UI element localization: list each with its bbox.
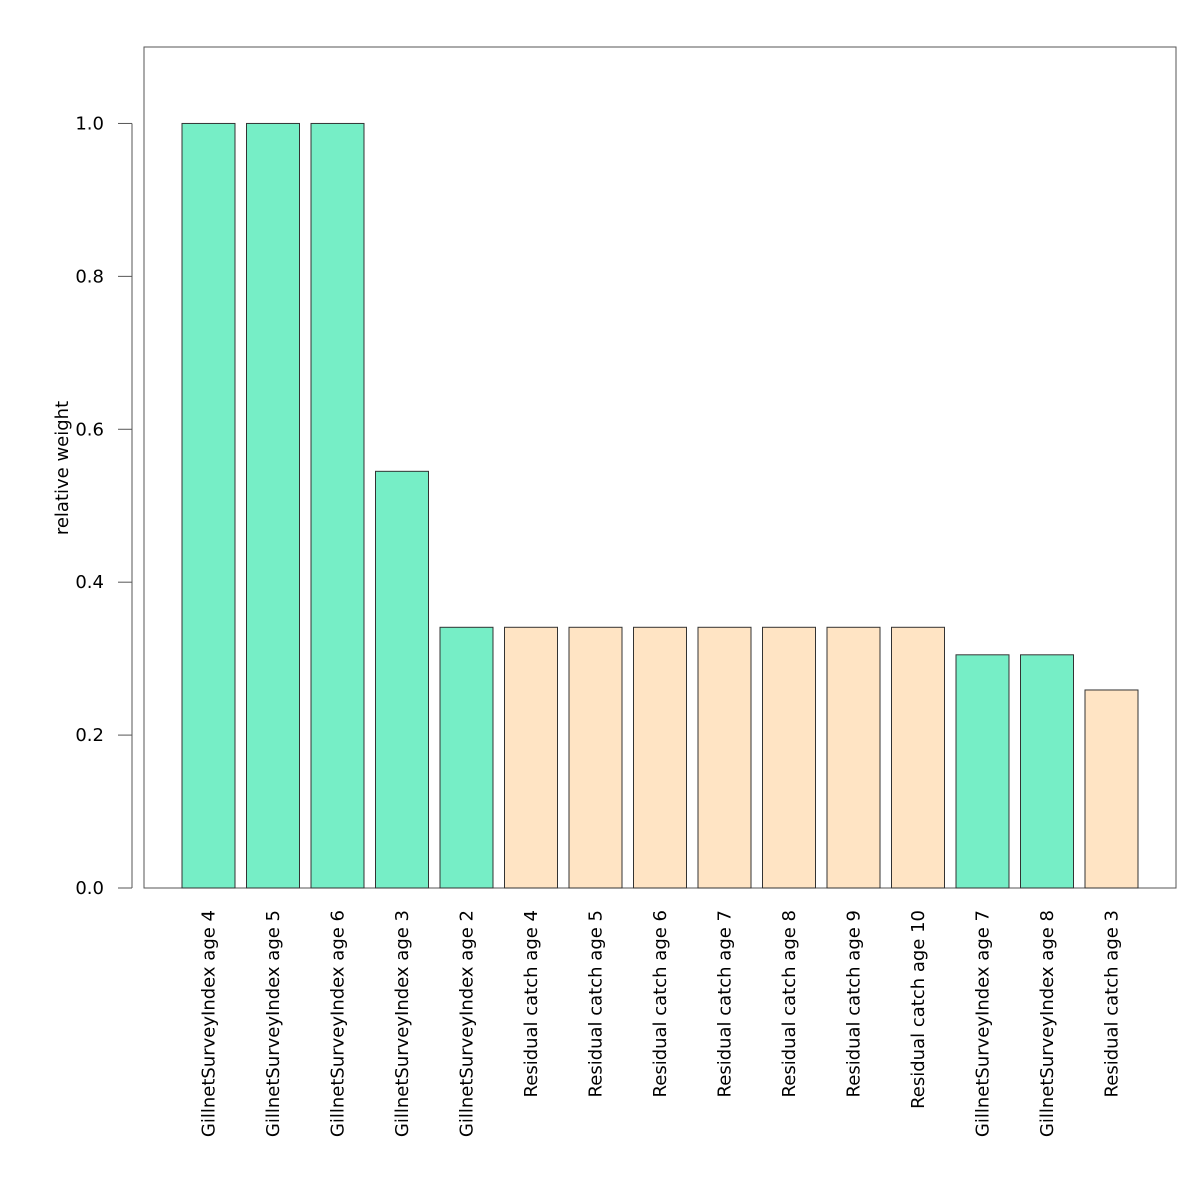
- x-category-label: GillnetSurveyIndex age 5: [263, 910, 284, 1137]
- x-category-label: GillnetSurveyIndex age 7: [973, 910, 994, 1137]
- bar: [310, 122, 365, 889]
- bar: [955, 654, 1010, 889]
- bar: [891, 626, 945, 889]
- bar: [246, 122, 300, 889]
- bar: [633, 626, 687, 889]
- y-tick-label: 0.2: [75, 725, 104, 746]
- bar: [375, 470, 429, 889]
- y-tick-label: 0.4: [75, 572, 104, 593]
- bar: [697, 626, 752, 889]
- y-axis: 0.0 0.2 0.4 0.6 0.8 1.0: [75, 113, 133, 899]
- bar: [181, 122, 236, 889]
- x-category-label: Residual catch age 7: [715, 910, 736, 1097]
- bar: [826, 626, 881, 889]
- x-category-label: GillnetSurveyIndex age 6: [328, 910, 349, 1137]
- bar: [568, 626, 623, 889]
- x-category-label: GillnetSurveyIndex age 8: [1037, 910, 1058, 1137]
- x-category-label: Residual catch age 8: [779, 910, 800, 1097]
- x-category-label: Residual catch age 10: [908, 910, 929, 1109]
- y-tick-label: 0.0: [75, 878, 104, 899]
- x-category-label: Residual catch age 4: [521, 910, 542, 1097]
- bars: [181, 122, 1139, 889]
- x-category-label: Residual catch age 9: [844, 910, 865, 1097]
- bar: [762, 626, 816, 889]
- x-category-label: Residual catch age 3: [1102, 910, 1123, 1097]
- bar: [1020, 654, 1074, 889]
- bar: [1084, 689, 1139, 889]
- y-tick-label: 0.6: [75, 419, 104, 440]
- x-axis-labels: GillnetSurveyIndex age 4 GillnetSurveyInd…: [199, 910, 1123, 1137]
- x-category-label: Residual catch age 6: [650, 910, 671, 1097]
- x-category-label: Residual catch age 5: [586, 910, 607, 1097]
- y-tick-label: 1.0: [75, 113, 104, 134]
- x-category-label: GillnetSurveyIndex age 2: [457, 910, 478, 1137]
- bar: [439, 626, 494, 889]
- y-axis-title: relative weight: [52, 401, 73, 535]
- bar: [504, 626, 558, 889]
- y-tick-label: 0.8: [75, 266, 104, 287]
- x-category-label: GillnetSurveyIndex age 4: [199, 910, 220, 1137]
- x-category-label: GillnetSurveyIndex age 3: [392, 910, 413, 1137]
